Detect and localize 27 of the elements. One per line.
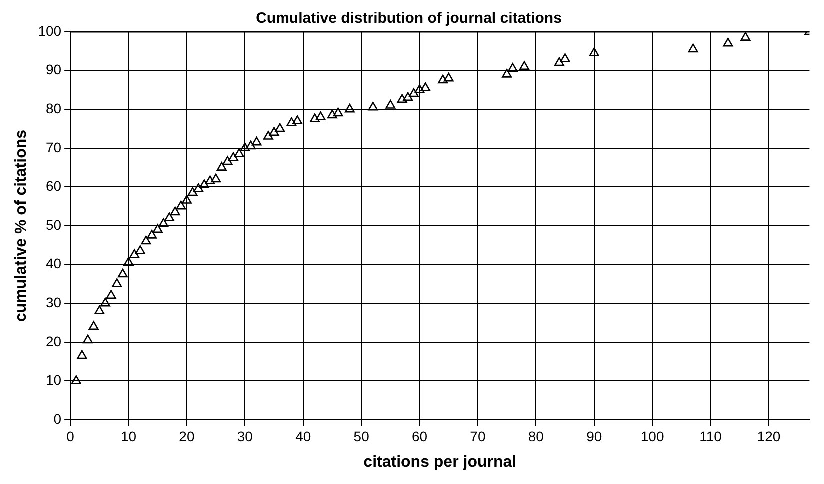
x-tick-label: 0 — [66, 428, 75, 444]
y-tick-label: 50 — [46, 216, 62, 233]
y-tick-label: 90 — [46, 62, 62, 78]
y-tick-label: 100 — [38, 22, 62, 39]
y-tick-label: 80 — [46, 100, 62, 116]
y-tick-label: 0 — [54, 410, 62, 427]
y-axis-title: cumulative % of citations — [13, 130, 30, 322]
x-tick-label: 120 — [757, 428, 781, 444]
x-tick-label: 10 — [120, 428, 137, 444]
x-tick-label: 100 — [640, 428, 664, 444]
x-tick-label: 70 — [470, 428, 486, 444]
y-tick-label: 60 — [46, 178, 62, 194]
x-tick-label: 90 — [586, 428, 602, 444]
x-tick-label: 20 — [179, 428, 195, 444]
y-tick-label: 40 — [46, 256, 62, 272]
y-tick-label: 30 — [46, 294, 62, 310]
y-tick-label: 20 — [46, 333, 62, 350]
y-tick-label: 10 — [46, 372, 62, 388]
x-tick-label: 30 — [237, 428, 254, 444]
x-tick-label: 60 — [412, 428, 428, 444]
x-tick-label: 110 — [700, 428, 722, 444]
chart-title: Cumulative distribution of journal citations — [256, 10, 562, 28]
x-tick-label: 50 — [354, 428, 370, 444]
x-tick-label: 80 — [528, 428, 544, 444]
x-tick-label: 40 — [296, 428, 312, 444]
x-axis-title: citations per journal — [364, 454, 517, 471]
y-tick-label: 70 — [46, 139, 62, 156]
